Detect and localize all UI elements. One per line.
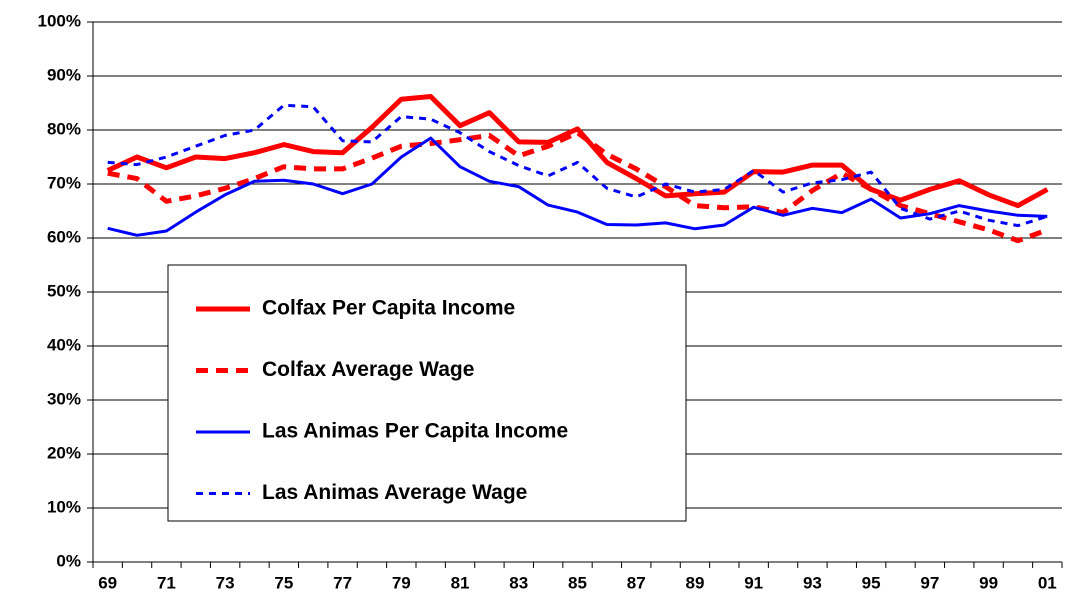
x-tick-label: 93 [803,573,822,592]
x-tick-label: 81 [451,573,470,592]
legend-box [167,264,687,522]
y-tick-label: 0% [56,551,81,570]
y-tick-label: 60% [47,227,81,246]
y-tick-label: 70% [47,173,81,192]
x-tick-label: 91 [744,573,763,592]
series-line [107,130,1049,244]
x-tick-label: 89 [685,573,704,592]
x-tick-label: 75 [274,573,293,592]
y-tick-label: 100% [38,11,81,30]
x-tick-label: 01 [1038,573,1057,592]
y-tick-label: 80% [47,119,81,138]
x-tick-label: 87 [627,573,646,592]
x-tick-label: 97 [920,573,939,592]
legend-label: Las Animas Average Wage [262,481,527,504]
y-tick-label: 30% [47,389,81,408]
x-tick-label: 79 [392,573,411,592]
x-tick-label: 85 [568,573,587,592]
x-tick-label: 83 [509,573,528,592]
y-tick-label: 50% [47,281,81,300]
y-tick-label: 40% [47,335,81,354]
x-tick-label: 71 [157,573,176,592]
x-tick-label: 77 [333,573,352,592]
y-tick-label: 20% [47,443,81,462]
legend-label: Las Animas Per Capita Income [262,420,568,443]
x-tick-label: 99 [979,573,998,592]
series-line [107,136,1048,237]
legend-label: Colfax Average Wage [262,358,474,381]
y-tick-label: 10% [47,497,81,516]
series-line [107,103,1048,228]
legend-label: Colfax Per Capita Income [262,297,515,320]
x-tick-label: 95 [862,573,881,592]
y-tick-label: 90% [47,65,81,84]
series-line [106,94,1049,209]
x-tick-label: 73 [216,573,235,592]
x-tick-label: 69 [98,573,117,592]
